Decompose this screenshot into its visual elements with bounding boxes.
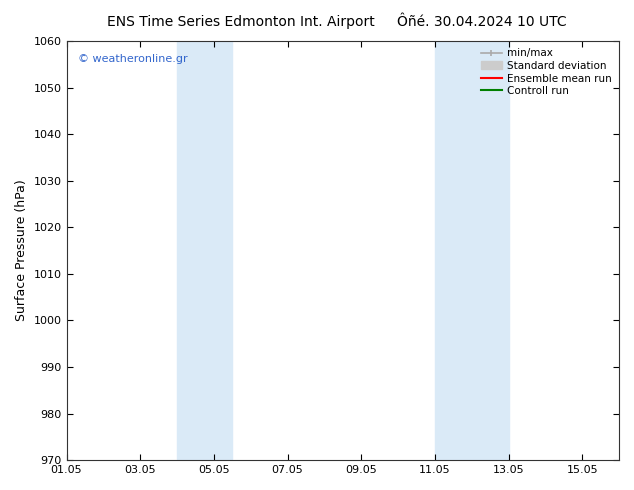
Bar — [435, 41, 508, 460]
Y-axis label: Surface Pressure (hPa): Surface Pressure (hPa) — [15, 180, 28, 321]
Text: Ôñé. 30.04.2024 10 UTC: Ôñé. 30.04.2024 10 UTC — [397, 15, 567, 29]
Bar — [177, 41, 232, 460]
Text: ENS Time Series Edmonton Int. Airport: ENS Time Series Edmonton Int. Airport — [107, 15, 375, 29]
Text: © weatheronline.gr: © weatheronline.gr — [77, 53, 187, 64]
Legend: min/max, Standard deviation, Ensemble mean run, Controll run: min/max, Standard deviation, Ensemble me… — [477, 44, 616, 100]
